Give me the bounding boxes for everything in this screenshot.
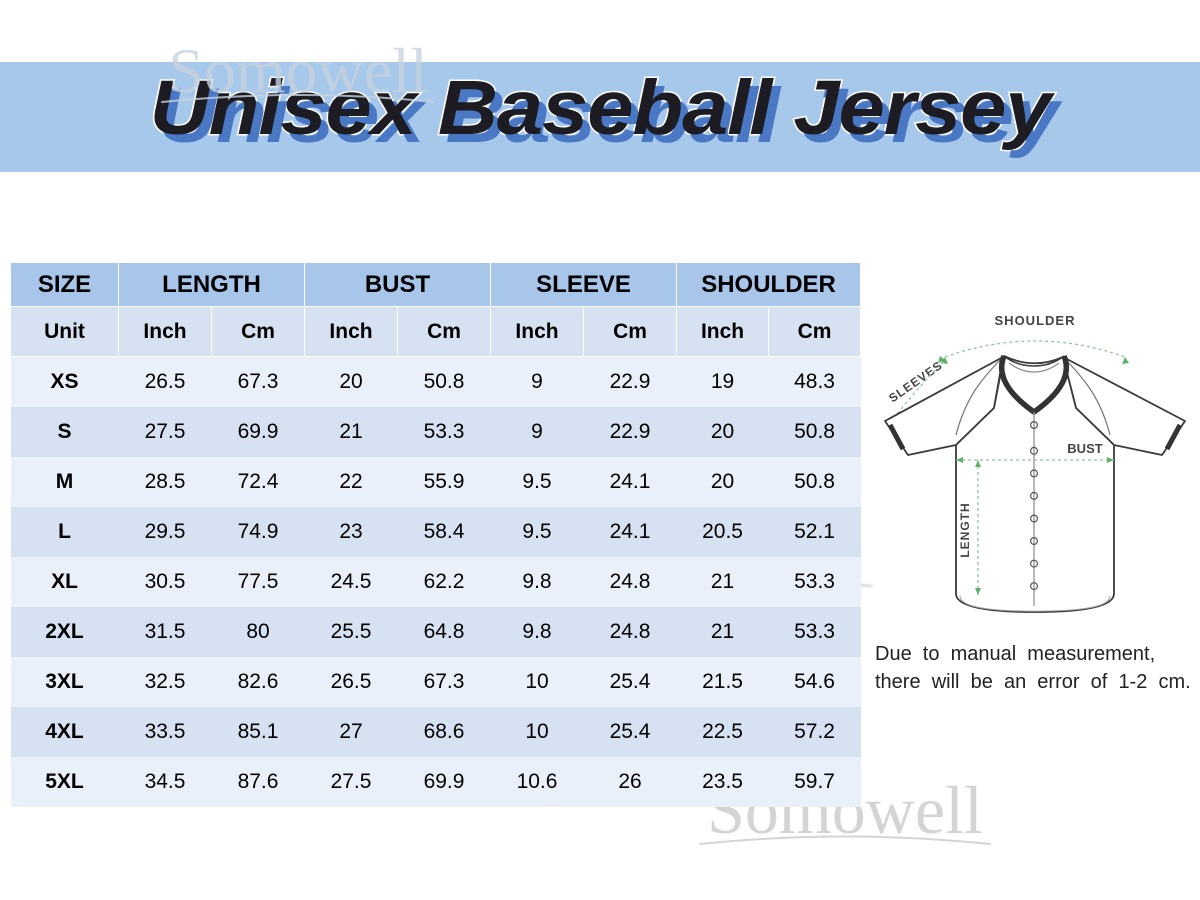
svg-text:LENGTH: LENGTH xyxy=(958,502,972,557)
svg-text:BUST: BUST xyxy=(1067,441,1102,456)
svg-text:SHOULDER: SHOULDER xyxy=(995,313,1076,328)
